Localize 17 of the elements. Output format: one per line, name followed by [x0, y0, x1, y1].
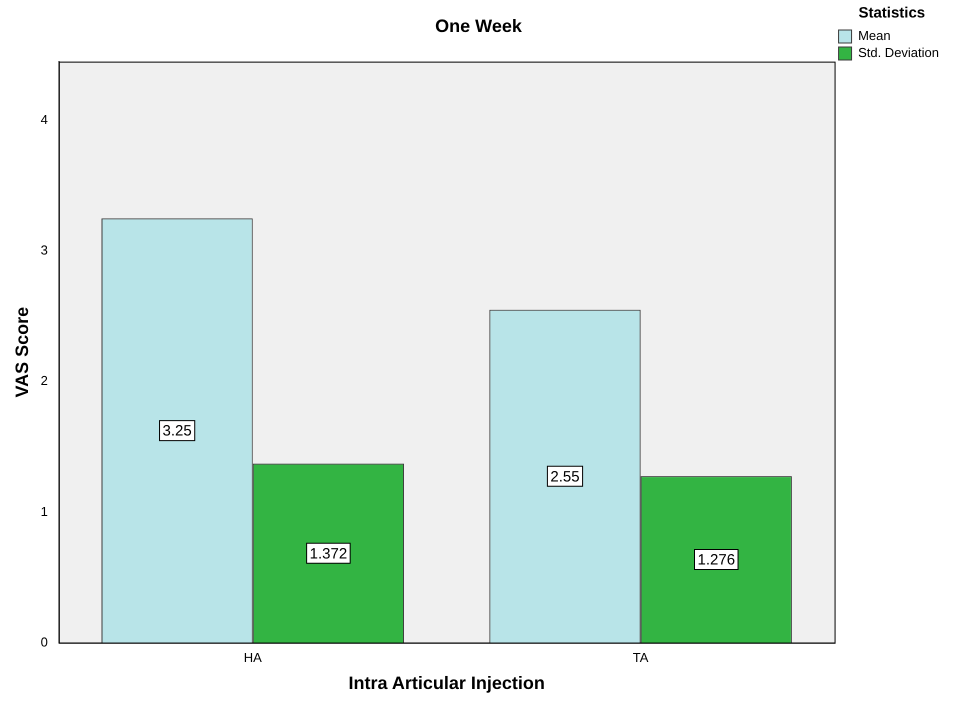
- x-axis-title: Intra Articular Injection: [348, 673, 545, 694]
- y-axis-title: VAS Score: [12, 306, 32, 398]
- y-tick-label: 3: [40, 242, 48, 258]
- x-tick-label: HA: [244, 650, 262, 666]
- y-tick-label: 1: [40, 504, 48, 519]
- y-tick-label: 4: [40, 112, 48, 127]
- x-tick-label: TA: [632, 650, 649, 666]
- legend-label: Mean: [858, 28, 891, 44]
- legend-title: Statistics: [858, 4, 926, 22]
- data-label: 1.372: [310, 545, 348, 562]
- data-label: 2.55: [550, 468, 580, 486]
- chart-title: One Week: [435, 16, 523, 36]
- data-label: 3.25: [162, 422, 192, 440]
- y-tick-label: 2: [40, 373, 48, 388]
- data-label: 1.276: [697, 552, 736, 569]
- legend-label: Std. Deviation: [858, 45, 940, 60]
- y-tick-label: 0: [40, 634, 48, 650]
